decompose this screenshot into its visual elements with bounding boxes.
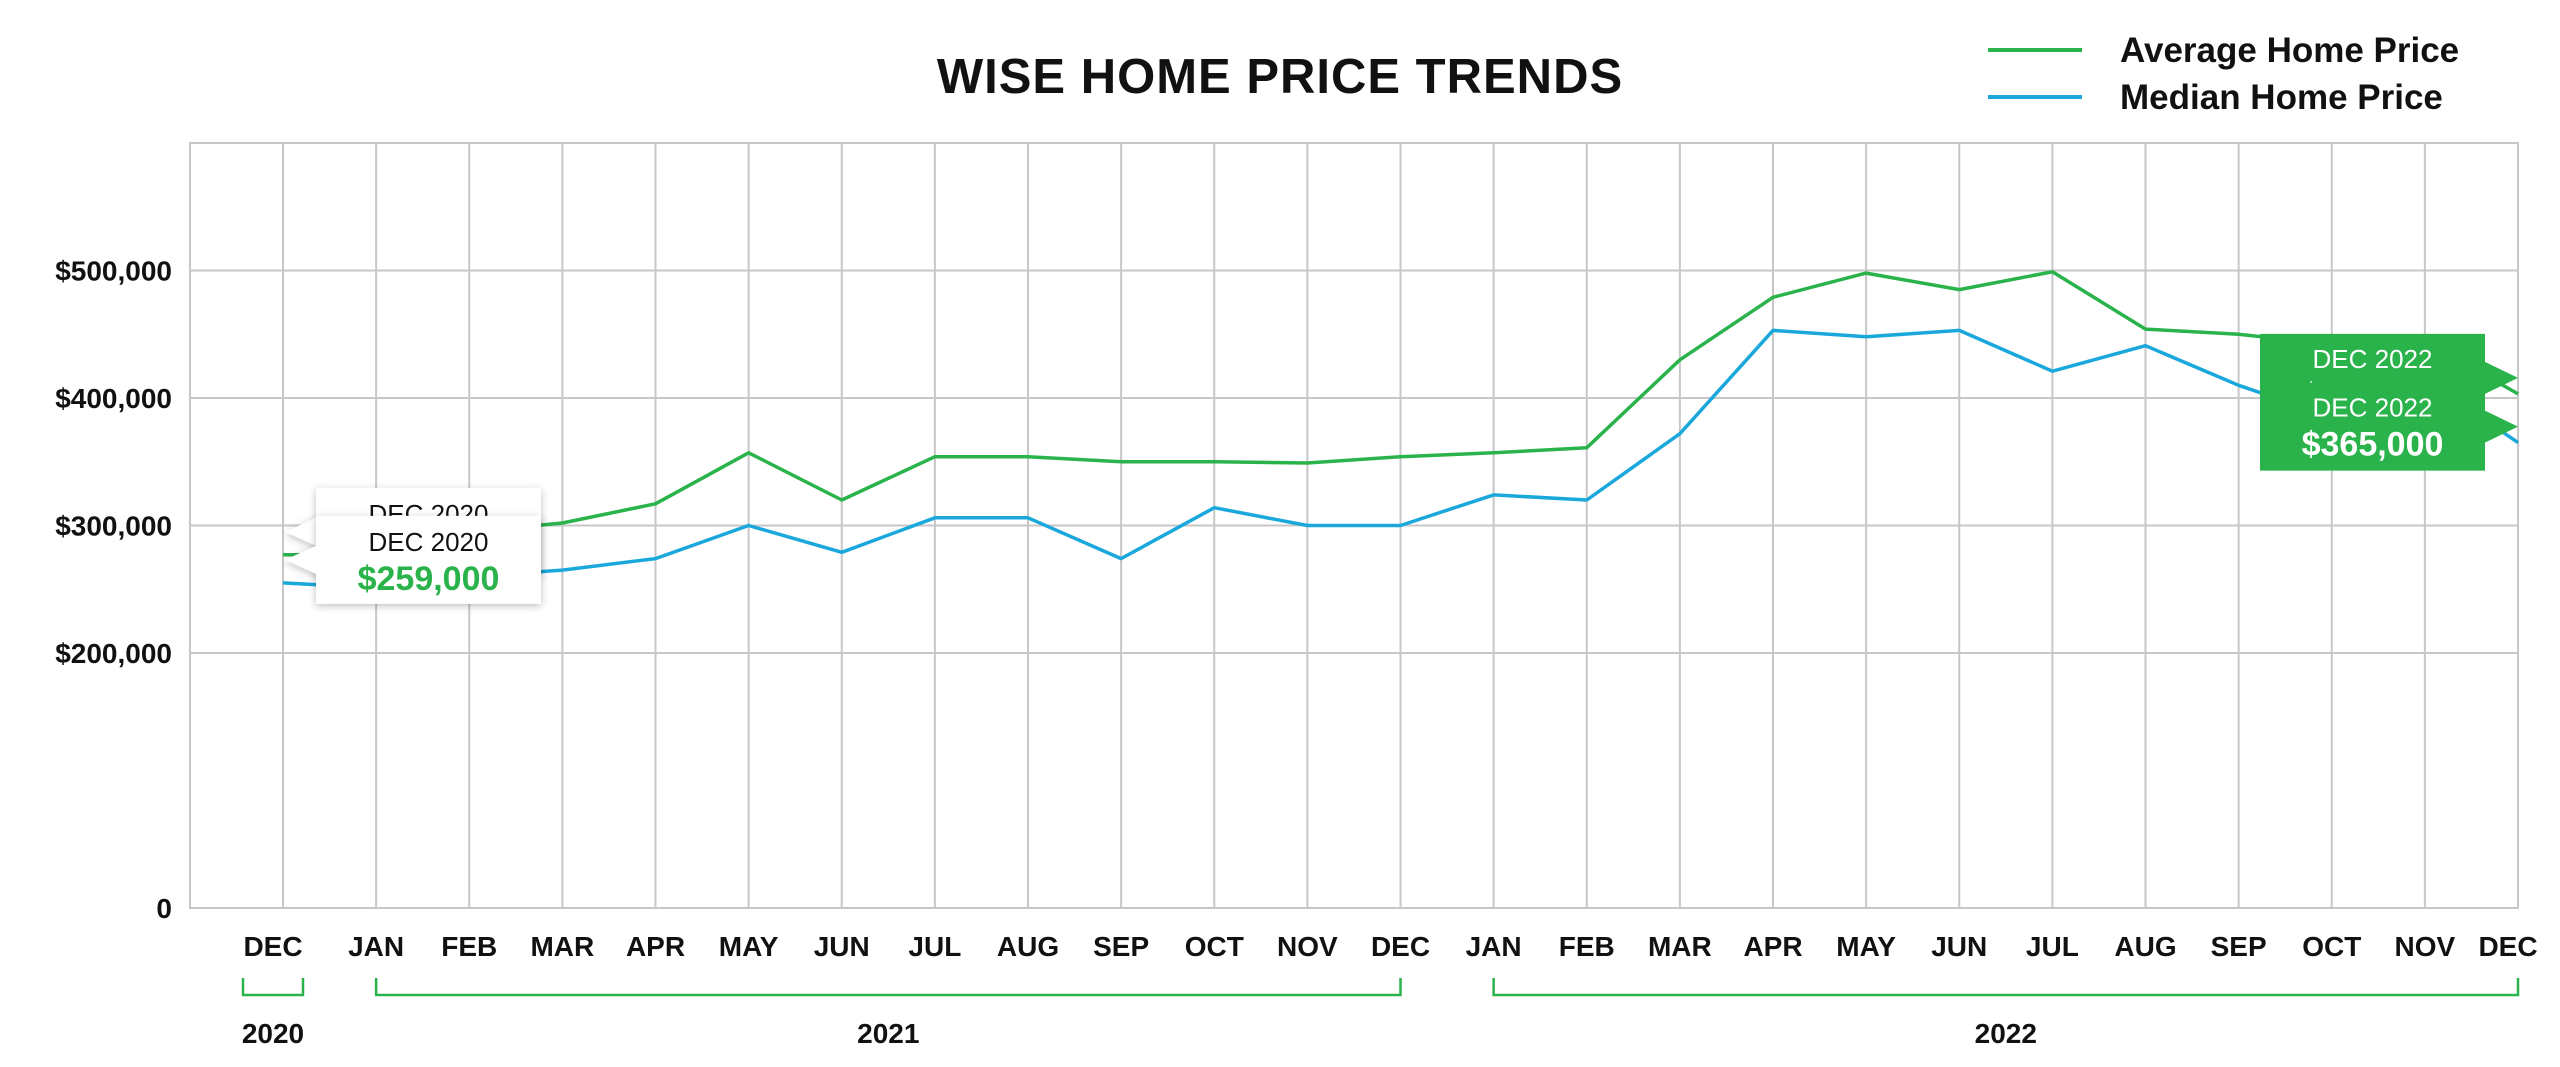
x-tick-label: AUG xyxy=(997,931,1059,962)
legend-label: Average Home Price xyxy=(2120,31,2459,70)
x-tick-label: JUL xyxy=(908,931,961,962)
x-tick-label: NOV xyxy=(1277,931,1338,962)
x-tick-label: OCT xyxy=(2302,931,2361,962)
callout-value: $365,000 xyxy=(2302,426,2444,464)
year-bracket xyxy=(241,978,305,997)
x-tick-label: DEC xyxy=(2478,931,2537,962)
x-tick-label: DEC xyxy=(243,931,302,962)
x-tick-label: AUG xyxy=(2114,931,2176,962)
x-tick-label: FEB xyxy=(1559,931,1615,962)
x-tick-label: APR xyxy=(626,931,685,962)
x-tick-label: MAR xyxy=(530,931,594,962)
value-callout: DEC 2022$365,000 xyxy=(2260,382,2518,471)
x-tick-label: JUL xyxy=(2026,931,2079,962)
y-tick-label: $300,000 xyxy=(55,511,172,542)
year-brackets: 2020 2021 2022 xyxy=(241,978,2520,1049)
y-axis-ticks: 0 $200,000 $300,000 $400,000 $500,000 xyxy=(55,256,172,925)
value-callout: DEC 2020$259,000 xyxy=(285,515,541,604)
x-tick-label: MAY xyxy=(719,931,779,962)
x-tick-label: DEC xyxy=(1371,931,1430,962)
y-tick-label: $500,000 xyxy=(55,256,172,287)
x-tick-label: MAY xyxy=(1836,931,1896,962)
y-tick-label: 0 xyxy=(156,893,172,924)
x-tick-label: FEB xyxy=(441,931,497,962)
x-tick-label: JAN xyxy=(348,931,404,962)
callout-date: DEC 2020 xyxy=(369,527,489,557)
y-tick-label: $400,000 xyxy=(55,383,172,414)
legend-label: Median Home Price xyxy=(2120,78,2443,117)
year-bracket xyxy=(374,978,1402,997)
callout-box xyxy=(2260,382,2518,471)
chart-legend: Average Home Price Median Home Price xyxy=(1988,31,2459,117)
x-tick-label: NOV xyxy=(2395,931,2456,962)
year-label: 2020 xyxy=(242,1018,304,1049)
callout-box xyxy=(285,515,541,604)
x-tick-label: OCT xyxy=(1185,931,1244,962)
x-tick-label: JAN xyxy=(1466,931,1522,962)
x-tick-label: SEP xyxy=(2211,931,2267,962)
callout-date: DEC 2022 xyxy=(2313,393,2433,423)
x-tick-label: APR xyxy=(1743,931,1802,962)
x-tick-label: JUN xyxy=(814,931,870,962)
y-tick-label: $200,000 xyxy=(55,638,172,669)
grid-lines xyxy=(189,142,2519,909)
year-label: 2022 xyxy=(1975,1018,2037,1049)
series-lines xyxy=(282,270,2519,590)
year-label: 2021 xyxy=(857,1018,919,1049)
year-bracket xyxy=(1492,978,2520,997)
callout-value: $259,000 xyxy=(358,560,500,598)
x-axis-ticks: DEC JAN FEB MAR APR MAY JUN JUL AUG SEP OCT NOV DEC J… xyxy=(243,931,2537,962)
callout-date: DEC 2022 xyxy=(2313,344,2433,374)
x-tick-label: MAR xyxy=(1648,931,1712,962)
x-tick-label: JUN xyxy=(1931,931,1987,962)
chart-title: WISE HOME PRICE TRENDS xyxy=(937,50,1623,104)
x-tick-label: SEP xyxy=(1093,931,1149,962)
